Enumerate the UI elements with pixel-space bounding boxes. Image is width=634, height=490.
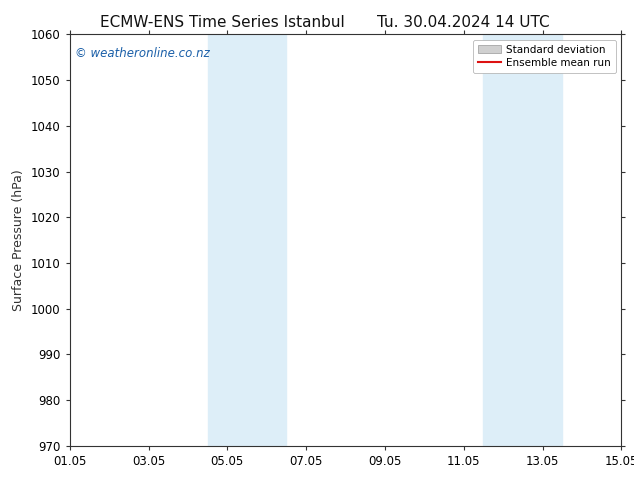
Legend: Standard deviation, Ensemble mean run: Standard deviation, Ensemble mean run bbox=[473, 40, 616, 73]
Bar bbox=[483, 34, 562, 446]
Bar bbox=[207, 34, 287, 446]
Text: © weatheronline.co.nz: © weatheronline.co.nz bbox=[75, 47, 210, 60]
Text: ECMW-ENS Time Series Istanbul: ECMW-ENS Time Series Istanbul bbox=[100, 15, 344, 30]
Y-axis label: Surface Pressure (hPa): Surface Pressure (hPa) bbox=[13, 169, 25, 311]
Text: Tu. 30.04.2024 14 UTC: Tu. 30.04.2024 14 UTC bbox=[377, 15, 549, 30]
